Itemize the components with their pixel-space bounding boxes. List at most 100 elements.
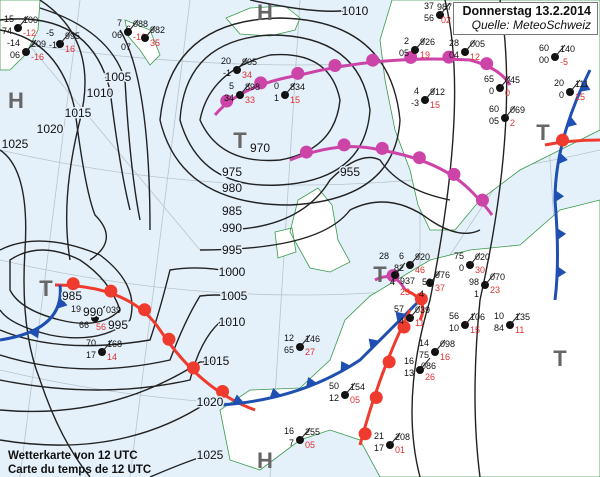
station-plot: 086 16 26 13 (404, 356, 436, 382)
station-pressure: 045 (505, 75, 520, 85)
station-weather: 4 (399, 316, 404, 326)
station-pressure: 098 (440, 339, 455, 349)
station-weather: 0 (559, 90, 564, 100)
occlusion-symbol-icon (375, 141, 389, 155)
station-pressure: 100 (23, 15, 38, 25)
station-pressure: 920 (415, 252, 430, 262)
warm-front-semicircle-icon (397, 320, 411, 334)
warm-front-semicircle-icon (369, 391, 383, 405)
wind-barb-icon (144, 25, 156, 39)
station-weather: 10 (449, 323, 459, 333)
station-plot: 982 6 35 07 (121, 24, 165, 52)
iceland (225, 5, 301, 37)
wind-barb-icon (469, 252, 481, 266)
station-temperature: -5 (46, 28, 54, 38)
station-weather: 13 (404, 368, 414, 378)
station-pressure: 976 (435, 270, 450, 280)
station-temperature: 65 (484, 74, 494, 84)
warm-front-semicircle-icon (216, 385, 230, 399)
isobar-label: 1005 (221, 289, 248, 303)
station-temperature: 98 (469, 277, 479, 287)
station-weather: 05 (489, 116, 499, 126)
station-weather: -13 (49, 40, 62, 50)
isobar-label: 980 (222, 181, 242, 195)
station-value-red: 15 (575, 92, 585, 102)
station-value-red: 14 (107, 352, 117, 362)
station-weather: 66 (79, 320, 89, 330)
station-weather: 34 (224, 93, 234, 103)
station-value-red: 15 (290, 95, 300, 105)
station-pressure: 070 (490, 272, 505, 282)
isobar-label: 1025 (197, 448, 224, 462)
station-value-red: -16 (133, 32, 146, 42)
station-weather: 7 (289, 438, 294, 448)
station-plot: 088 7 -16 06 (112, 18, 148, 42)
wind-barb-icon (424, 87, 436, 101)
wind-barb-icon (569, 79, 581, 93)
station-temperature: 57 (394, 304, 404, 314)
wind-barb-icon (409, 305, 421, 319)
high-pressure-label: H (257, 448, 273, 473)
cold-front-triangle-icon (340, 361, 351, 372)
isobar-label: 985 (62, 289, 82, 303)
station-temperature: 37 (424, 1, 434, 11)
isobars (0, 0, 508, 477)
isobar-label: 1015 (203, 354, 230, 368)
continent (219, 199, 600, 477)
station-weather: 1 (274, 93, 279, 103)
wind-barb-icon (464, 39, 476, 53)
station-plot: 905 20 34 -1 (221, 56, 257, 80)
station-pressure: 995 (65, 31, 80, 41)
occlusion-symbol-icon (442, 50, 456, 64)
wind-barb-icon (464, 312, 476, 326)
warm-front-semicircle-icon (162, 332, 176, 346)
station-temperature: 16 (284, 426, 294, 436)
wind-barb-icon (344, 382, 356, 396)
station-pressure: 912 (430, 87, 445, 97)
station-pressure: 926 (420, 37, 435, 47)
wind-barb-icon (484, 272, 496, 286)
low-pressure-label: T (553, 346, 567, 371)
cold-front-triangle-icon (269, 388, 282, 399)
wind-barb-icon (509, 312, 521, 326)
station-plot: 209 -14 -16 06 (7, 38, 46, 62)
station-temperature: 10 (494, 311, 504, 321)
station-value-red: 46 (415, 265, 425, 275)
station-plots: 100-15-1274209-14-16060887-1606995-516-1… (1, 1, 589, 455)
station-plot: 005 28 12 04 (449, 38, 485, 62)
station-plot: 111 20 15 0 (554, 78, 589, 102)
isobar-label: 995 (108, 318, 128, 332)
wind-barb-icon (127, 19, 139, 33)
occlusion-symbol-icon (337, 138, 351, 152)
station-plot: 039 19 56 66 (71, 304, 121, 332)
warm-front-semicircle-icon (66, 277, 80, 291)
cold-front-triangle-icon (556, 266, 567, 279)
occlusion-symbol-icon (480, 57, 494, 71)
station-pressure: 208 (395, 432, 410, 442)
isobar-label: 1010 (87, 86, 114, 100)
isobar-labels: 1025102010151010100510109709759809859909… (0, 3, 370, 464)
station-value-red: 16 (65, 44, 75, 54)
station-plot: 100 -15 -12 74 (1, 14, 38, 38)
station-temperature: 28 (379, 251, 389, 261)
station-weather: 06 (10, 50, 20, 60)
station-value-red: 27 (305, 347, 315, 357)
station-temperature: 60 (489, 104, 499, 114)
station-weather: 82 (394, 263, 404, 273)
station-value-red: 26 (425, 372, 435, 382)
wind-barb-icon (429, 270, 441, 284)
station-pressure: 039 (415, 305, 430, 315)
station-temperature: 6 (399, 251, 404, 261)
isobar-label: 990 (83, 305, 103, 319)
station-temperature: 0 (274, 81, 279, 91)
station-pressure: 135 (515, 312, 530, 322)
wind-barb-icon (554, 44, 566, 58)
station-temperature: 60 (539, 43, 549, 53)
isobar-label: 990 (222, 221, 242, 235)
station-pressure: 106 (470, 312, 485, 322)
station-weather: 0 (489, 86, 494, 96)
wind-barb-icon (17, 15, 29, 29)
station-plot: 146 12 27 65 (284, 333, 320, 357)
